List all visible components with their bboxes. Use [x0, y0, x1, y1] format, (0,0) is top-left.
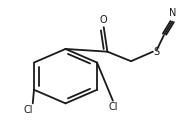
Text: Cl: Cl — [23, 105, 33, 115]
Text: O: O — [100, 15, 108, 25]
Text: N: N — [169, 8, 177, 18]
Text: S: S — [154, 47, 160, 57]
Text: Cl: Cl — [109, 102, 118, 112]
